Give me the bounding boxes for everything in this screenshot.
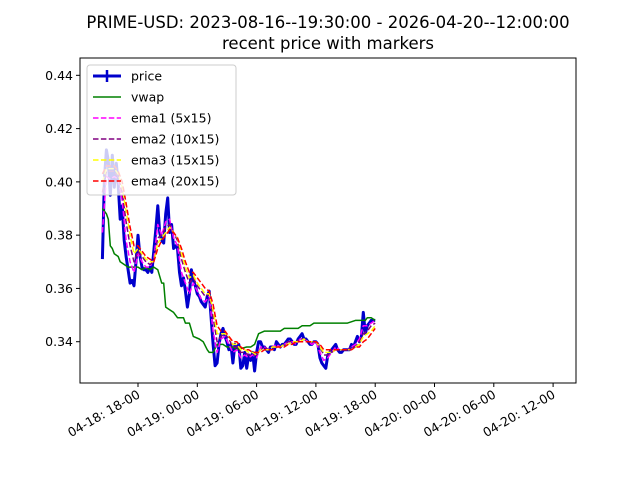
legend-label: ema1 (5x15) bbox=[131, 111, 211, 126]
y-tick-label: 0.40 bbox=[45, 174, 73, 189]
y-tick-label: 0.38 bbox=[45, 228, 73, 243]
y-tick-label: 0.34 bbox=[45, 334, 73, 349]
y-tick-label: 0.36 bbox=[45, 281, 73, 296]
series-line-ema4 bbox=[101, 165, 376, 354]
legend-label: ema3 (15x15) bbox=[131, 153, 219, 168]
series-line-ema2 bbox=[101, 170, 376, 356]
legend-box bbox=[86, 64, 237, 196]
chart-title: PRIME-USD: 2023-08-16--19:30:00 - 2026-0… bbox=[86, 13, 569, 32]
chart-subtitle: recent price with markers bbox=[222, 34, 434, 53]
legend: price vwap ema1 (5x15) ema2 (10x15) ema3 (15… bbox=[86, 64, 237, 196]
legend-label: vwap bbox=[131, 90, 164, 105]
plot-frame bbox=[79, 57, 577, 384]
legend-label: price bbox=[131, 69, 162, 84]
series-layer bbox=[100, 148, 376, 373]
legend-label: ema2 (10x15) bbox=[131, 132, 219, 147]
series-line-ema1 bbox=[101, 175, 376, 362]
y-tick-label: 0.42 bbox=[45, 121, 73, 136]
y-tick-label: 0.44 bbox=[45, 68, 73, 83]
legend-label: ema4 (20x15) bbox=[131, 174, 219, 189]
series-line-ema3 bbox=[101, 167, 376, 356]
